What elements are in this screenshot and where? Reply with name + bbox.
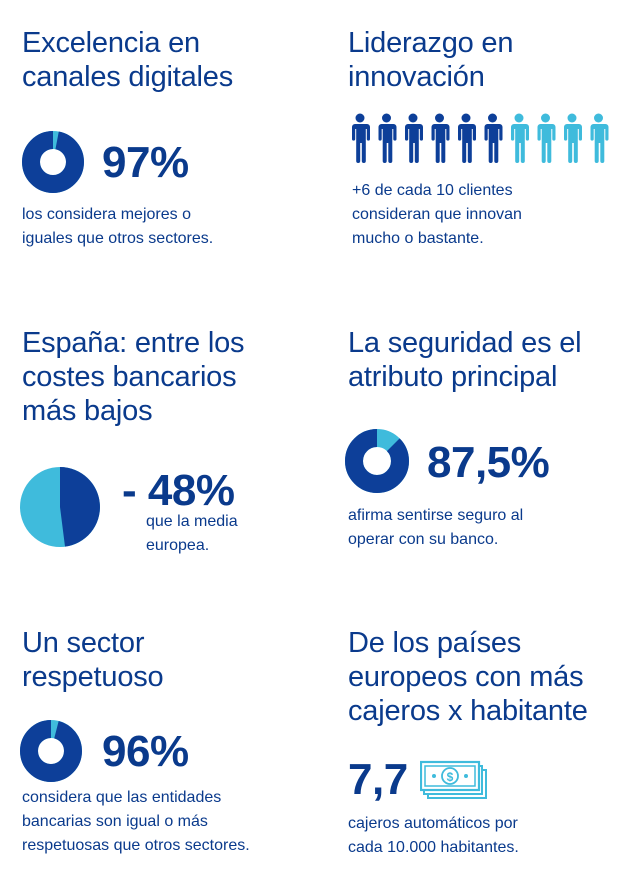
pie-chart-48 <box>20 467 100 547</box>
desc-line: iguales que otros sectores. <box>22 230 214 247</box>
donut-value <box>20 720 82 782</box>
block-security: La seguridad es el atributo principal <box>348 326 638 394</box>
stat-value: 97% <box>102 138 189 187</box>
block-title-line: Un sector <box>22 627 145 659</box>
person-icon <box>431 113 450 163</box>
block-title-line: Excelencia en <box>22 27 200 59</box>
person-icon <box>405 113 423 163</box>
block-digital-channels: Excelencia en canales digitales <box>22 26 322 94</box>
person-icon <box>378 113 397 163</box>
stat-description: los considera mejores o iguales que otro… <box>22 203 213 251</box>
block-title-line: innovación <box>348 61 485 93</box>
desc-line: los considera mejores o <box>22 206 191 223</box>
block-respectful-sector: Un sector respetuoso <box>22 626 322 694</box>
block-title-line: cajeros x habitante <box>348 695 588 727</box>
desc-line: mucho o bastante. <box>352 230 484 247</box>
donut-value <box>345 429 409 493</box>
stat-description: afirma sentirse seguro al operar con su … <box>348 504 523 552</box>
desc-line: cada 10.000 habitantes. <box>348 839 519 856</box>
person-icon <box>511 113 529 163</box>
desc-line: operar con su banco. <box>348 531 499 548</box>
person-icon <box>590 113 609 163</box>
person-icon <box>564 113 582 163</box>
block-title-line: europeos con más <box>348 661 584 693</box>
block-title-line: respetuoso <box>22 661 164 693</box>
stat-value: - 48% <box>122 466 235 515</box>
donut-value <box>22 131 84 193</box>
desc-line: afirma sentirse seguro al <box>348 507 524 524</box>
svg-text:$: $ <box>447 770 454 784</box>
block-title-line: más bajos <box>22 395 153 427</box>
donut-chart-97 <box>22 131 84 193</box>
stat-description: +6 de cada 10 clientes consideran que in… <box>352 179 522 251</box>
stat-value: 96% <box>102 727 189 776</box>
stat-description: cajeros automáticos por cada 10.000 habi… <box>348 812 519 860</box>
desc-line: respetuosas que otros sectores. <box>22 837 250 854</box>
person-icon <box>537 113 556 163</box>
block-title-line: La seguridad es el <box>348 327 582 359</box>
person-icon <box>352 113 370 163</box>
block-title-line: De los países <box>348 627 522 659</box>
block-title-line: costes bancarios <box>22 361 237 393</box>
block-banking-costs: España: entre los costes bancarios más b… <box>22 326 332 428</box>
stat-description: considera que las entidades bancarias so… <box>22 786 250 858</box>
desc-line: bancarias son igual o más <box>22 813 208 830</box>
person-icon <box>484 113 503 163</box>
desc-line: que la media <box>146 513 238 530</box>
desc-line: +6 de cada 10 clientes <box>352 182 513 199</box>
donut-chart-87-5 <box>345 429 409 493</box>
block-title-line: España: entre los <box>22 327 245 359</box>
donut-chart-96 <box>20 720 82 782</box>
block-title-line: canales digitales <box>22 61 234 93</box>
desc-line: cajeros automáticos por <box>348 815 518 832</box>
stat-description: que la media europea. <box>146 510 238 558</box>
person-icon <box>458 113 476 163</box>
block-title-line: Liderazgo en <box>348 27 514 59</box>
stat-value: 7,7 <box>348 755 408 804</box>
stat-value: 87,5% <box>427 438 550 487</box>
desc-line: consideran que innovan <box>352 206 522 223</box>
block-atms: De los países europeos con más cajeros x… <box>348 626 642 728</box>
desc-line: considera que las entidades <box>22 789 222 806</box>
people-icons-row <box>352 113 609 163</box>
pie-slice <box>60 467 100 547</box>
banknote-icon: $ <box>420 760 487 799</box>
desc-line: europea. <box>146 537 210 554</box>
block-innovation: Liderazgo en innovación <box>348 26 638 94</box>
block-title-line: atributo principal <box>348 361 558 393</box>
